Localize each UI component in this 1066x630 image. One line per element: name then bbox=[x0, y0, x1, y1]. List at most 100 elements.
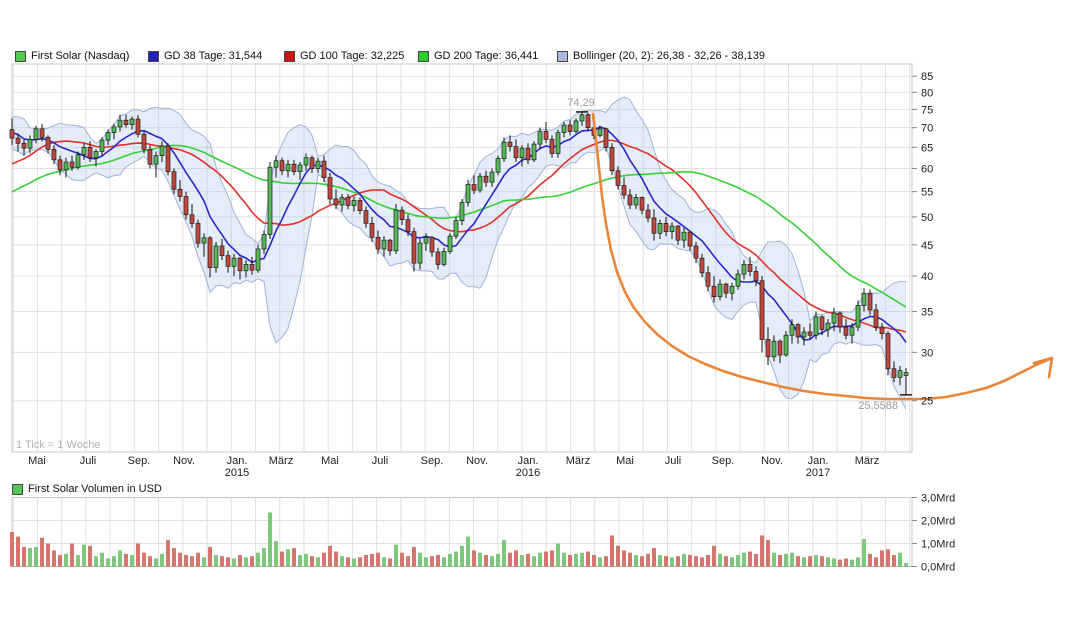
volume-bar bbox=[40, 537, 44, 567]
legend-label: GD 100 Tage: 32,225 bbox=[300, 50, 405, 62]
volume-bar bbox=[22, 546, 26, 567]
volume-bar bbox=[574, 553, 578, 567]
volume-bar bbox=[778, 555, 782, 567]
volume-legend-label: First Solar Volumen in USD bbox=[28, 483, 162, 495]
volume-bar bbox=[196, 552, 200, 567]
volume-bar bbox=[490, 556, 494, 567]
volume-bar bbox=[538, 552, 542, 567]
volume-bar bbox=[670, 557, 674, 567]
legend-label: First Solar (Nasdaq) bbox=[31, 50, 130, 62]
volume-bar bbox=[718, 553, 722, 567]
volume-bar bbox=[226, 557, 230, 567]
month-tick-label: Mai bbox=[616, 455, 634, 467]
volume-bar bbox=[664, 556, 668, 567]
volume-bars bbox=[10, 512, 908, 567]
month-tick-label: März bbox=[855, 455, 879, 467]
volume-bar bbox=[160, 553, 164, 567]
volume-bar bbox=[838, 559, 842, 567]
volume-bar bbox=[472, 550, 476, 567]
volume-bar bbox=[562, 552, 566, 567]
volume-bar bbox=[442, 557, 446, 567]
volume-bar bbox=[304, 553, 308, 567]
volume-bar bbox=[508, 552, 512, 567]
price-axis: 85 80 75 70 65 60 55 50 45 40 35 30 25 bbox=[912, 71, 933, 408]
volume-bar bbox=[646, 553, 650, 567]
price-tick-label: 60 bbox=[921, 164, 933, 176]
year-tick-label: 2016 bbox=[516, 467, 540, 479]
volume-bar bbox=[616, 545, 620, 567]
volume-bar bbox=[400, 552, 404, 567]
volume-bar bbox=[142, 552, 146, 567]
volume-bar bbox=[64, 553, 68, 567]
price-tick-label: 30 bbox=[921, 347, 933, 359]
volume-bar bbox=[634, 555, 638, 567]
volume-bar bbox=[256, 552, 260, 567]
volume-bar bbox=[766, 540, 770, 567]
volume-bar bbox=[700, 557, 704, 567]
min-price-label: 25,5588 bbox=[858, 400, 898, 412]
volume-bar bbox=[820, 556, 824, 567]
volume-tick-label: 1,0Mrd bbox=[921, 539, 955, 551]
volume-bar bbox=[532, 556, 536, 567]
volume-bar bbox=[430, 556, 434, 567]
volume-bar bbox=[892, 555, 896, 567]
series-swatch-icon bbox=[557, 50, 568, 62]
volume-bar bbox=[826, 557, 830, 567]
volume-bar bbox=[112, 556, 116, 567]
volume-bar bbox=[466, 536, 470, 567]
volume-bar bbox=[550, 550, 554, 567]
month-tick-label: Juli bbox=[80, 455, 97, 467]
volume-tick-label: 3,0Mrd bbox=[921, 493, 955, 505]
volume-bar bbox=[796, 556, 800, 567]
gd38-line bbox=[11, 126, 907, 343]
volume-bar bbox=[832, 558, 836, 567]
month-tick-label: Juli bbox=[665, 455, 682, 467]
volume-bar bbox=[34, 546, 38, 567]
volume-bar bbox=[658, 555, 662, 567]
volume-bar bbox=[52, 550, 56, 567]
volume-bar bbox=[484, 555, 488, 567]
volume-bar bbox=[238, 555, 242, 567]
low-marker: 25,5588 bbox=[858, 394, 912, 412]
volume-legend: First Solar Volumen in USD bbox=[12, 483, 162, 495]
volume-bar bbox=[274, 541, 278, 567]
volume-bar bbox=[124, 553, 128, 567]
volume-bar bbox=[580, 552, 584, 567]
volume-bar bbox=[268, 512, 272, 567]
month-tick-label: Jan. bbox=[227, 455, 248, 467]
legend-item-gd38: GD 38 Tage: 31,544 bbox=[148, 50, 262, 62]
month-tick-label: Sep. bbox=[128, 455, 151, 467]
legend-label: Bollinger (20, 2): 26,38 - 32,26 - 38,13… bbox=[573, 50, 766, 62]
volume-bar bbox=[862, 538, 866, 567]
volume-bar bbox=[622, 550, 626, 567]
volume-bar bbox=[868, 553, 872, 567]
volume-bar bbox=[568, 555, 572, 567]
volume-tick-label: 0,0Mrd bbox=[921, 562, 955, 574]
volume-bar bbox=[250, 556, 254, 567]
price-tick-label: 40 bbox=[921, 271, 933, 283]
volume-bar bbox=[100, 552, 104, 567]
volume-bar bbox=[886, 549, 890, 567]
volume-bar bbox=[688, 555, 692, 567]
volume-bar bbox=[640, 556, 644, 567]
volume-bar bbox=[850, 559, 854, 567]
volume-bar bbox=[82, 544, 86, 567]
volume-bar bbox=[880, 550, 884, 567]
series-swatch-icon bbox=[284, 50, 295, 62]
volume-bar bbox=[694, 556, 698, 567]
volume-bar bbox=[106, 558, 110, 567]
volume-bar bbox=[682, 553, 686, 567]
volume-tick-label: 2,0Mrd bbox=[921, 516, 955, 528]
month-tick-label: Sep. bbox=[712, 455, 735, 467]
month-tick-label: Mai bbox=[321, 455, 339, 467]
volume-bar bbox=[436, 555, 440, 567]
volume-bar bbox=[502, 540, 506, 567]
month-tick-label: Juli bbox=[372, 455, 389, 467]
volume-bar bbox=[784, 553, 788, 567]
legend-label: GD 38 Tage: 31,544 bbox=[164, 50, 263, 62]
price-legend: First Solar (Nasdaq) GD 38 Tage: 31,544 … bbox=[0, 50, 1066, 64]
volume-bar bbox=[184, 555, 188, 567]
